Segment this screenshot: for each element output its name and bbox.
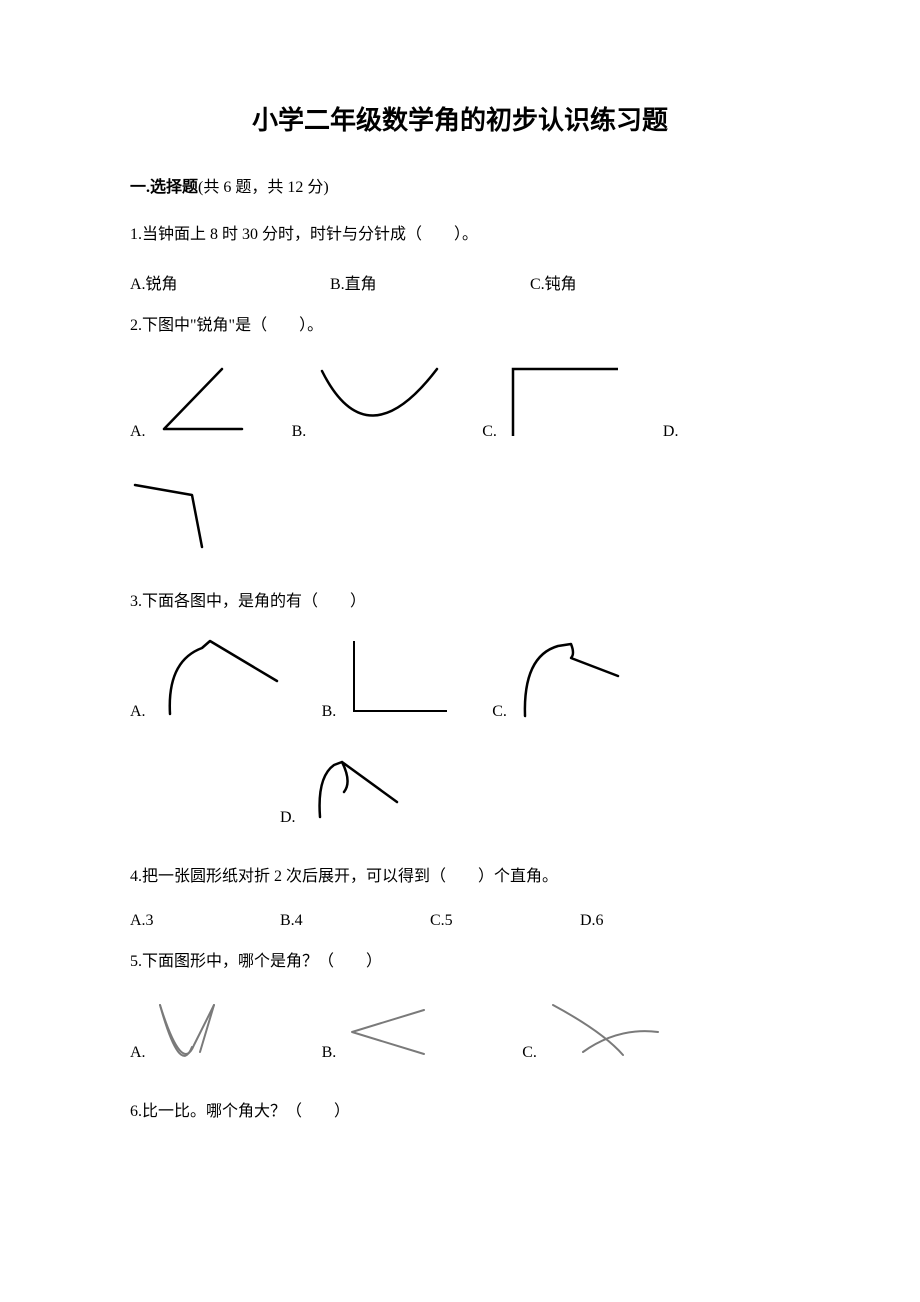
q2-fig-d-label: D. — [663, 423, 685, 441]
q3-figures: A. B. C. — [130, 636, 790, 733]
q2-fig-c: C. — [482, 361, 623, 441]
q5-figures: A. B. C. — [130, 997, 790, 1074]
question-2: 2.下图中"锐角"是（ ）。 — [130, 312, 790, 341]
q2-label-c: C. — [482, 423, 497, 441]
right-angle-icon — [503, 361, 623, 441]
obtuse-angle-icon — [130, 477, 220, 552]
q4-opt-b: B.4 — [280, 912, 430, 930]
angle-open-icon — [342, 1002, 432, 1062]
question-6: 6.比一比。哪个角大？（ ） — [130, 1098, 790, 1127]
q3-figures-2: D. — [280, 757, 790, 839]
section-header-bold: 一.选择题 — [130, 179, 198, 196]
q5-label-a: A. — [130, 1044, 146, 1062]
q4-opt-d: D.6 — [580, 912, 730, 930]
q3-label-a: A. — [130, 703, 146, 721]
q1-options: A.锐角 B.直角 C.钝角 — [130, 270, 790, 294]
q1-opt-c: C.钝角 — [530, 270, 730, 294]
q3-label-c: C. — [492, 703, 507, 721]
q3-label-b: B. — [322, 703, 337, 721]
q3-label-d: D. — [280, 809, 296, 827]
section-header: 一.选择题(共 6 题，共 12 分) — [130, 173, 790, 197]
q4-opt-a: A.3 — [130, 912, 280, 930]
q1-opt-b: B.直角 — [330, 270, 530, 294]
right-angle-bottom-icon — [342, 636, 452, 721]
q3-fig-a: A. — [130, 636, 282, 721]
q3-fig-b: B. — [322, 636, 453, 721]
q3-fig-d: D. — [280, 757, 402, 827]
question-5: 5.下面图形中，哪个是角？（ ） — [130, 948, 790, 977]
curve-hook-icon — [513, 636, 623, 721]
q2-figures: A. B. C. D. — [130, 361, 790, 453]
q2-figures-2 — [130, 477, 790, 564]
question-1: 1.当钟面上 8 时 30 分时，时针与分针成（ ）。 — [130, 221, 790, 250]
angle-with-curve-icon — [302, 757, 402, 827]
acute-angle-icon — [152, 361, 252, 441]
curve-u-icon — [312, 361, 442, 441]
q5-fig-c: C. — [522, 997, 663, 1062]
page-title: 小学二年级数学角的初步认识练习题 — [130, 100, 790, 137]
q2-fig-b: B. — [292, 361, 443, 441]
q5-label-c: C. — [522, 1044, 537, 1062]
question-4: 4.把一张圆形纸对折 2 次后展开，可以得到（ ）个直角。 — [130, 863, 790, 892]
q2-fig-a: A. — [130, 361, 252, 441]
q3-fig-c: C. — [492, 636, 623, 721]
q5-label-b: B. — [322, 1044, 337, 1062]
q2-label-b: B. — [292, 423, 307, 441]
q2-label-d: D. — [663, 423, 679, 441]
q5-fig-b: B. — [322, 1002, 433, 1062]
q5-fig-a: A. — [130, 997, 222, 1062]
curve-v-icon — [152, 997, 222, 1062]
section-header-rest: (共 6 题，共 12 分) — [198, 179, 329, 196]
q2-fig-d — [130, 477, 220, 552]
q4-opt-c: C.5 — [430, 912, 580, 930]
crossed-curves-icon — [543, 997, 663, 1062]
curve-vertex-line-icon — [152, 636, 282, 721]
q1-opt-a: A.锐角 — [130, 270, 330, 294]
question-3: 3.下面各图中，是角的有（ ） — [130, 588, 790, 617]
q2-label-a: A. — [130, 423, 146, 441]
q4-options: A.3 B.4 C.5 D.6 — [130, 912, 790, 930]
